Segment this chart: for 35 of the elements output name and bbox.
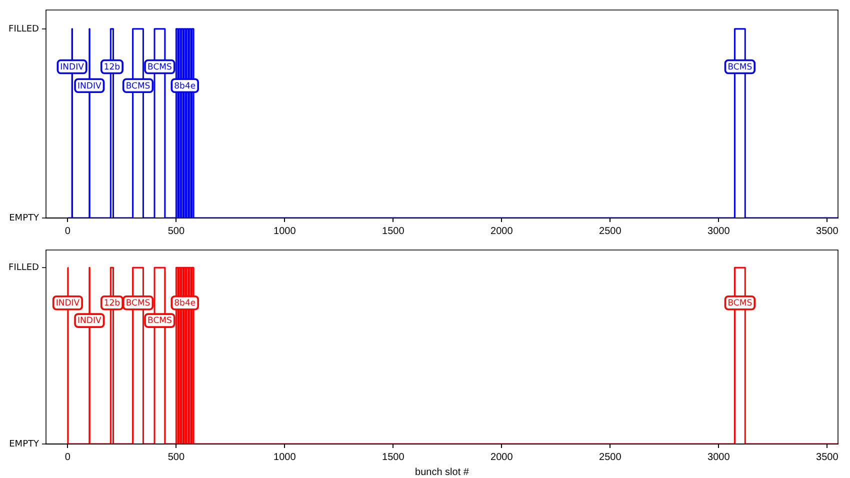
x-tick-label: 3000 <box>708 226 730 237</box>
x-tick-label: 3500 <box>816 226 839 237</box>
x-tick-label: 1500 <box>382 226 405 237</box>
annotation: INDIV <box>56 298 80 309</box>
x-tick-label: 1000 <box>274 226 296 237</box>
x-tick-label: 500 <box>168 226 185 237</box>
x-tick-label: 0 <box>64 452 71 463</box>
annotation: 12b <box>104 298 120 309</box>
annotation: BCMS <box>148 62 172 72</box>
annotation: BCMS <box>728 62 752 72</box>
x-tick-label: 1000 <box>274 452 296 463</box>
x-tick-label: 2500 <box>599 452 622 463</box>
x-tick-label: 1500 <box>382 452 405 463</box>
annotation: 8b4e <box>174 298 196 309</box>
x-tick-label: 3500 <box>816 452 839 463</box>
annotation: INDIV <box>60 62 84 72</box>
annotation: BCMS <box>148 316 172 326</box>
x-axis-title: bunch slot # <box>415 466 470 478</box>
x-tick-label: 2500 <box>599 226 622 237</box>
text: EMPTY <box>9 213 40 224</box>
x-tick-label: 500 <box>168 452 185 463</box>
annotation: BCMS <box>126 298 150 309</box>
x-tick-label: 3000 <box>708 452 730 463</box>
annotation: 12b <box>104 62 120 72</box>
annotation: BCMS <box>728 298 752 309</box>
annotation: BCMS <box>126 81 150 92</box>
x-tick-label: 0 <box>64 226 71 237</box>
annotation: INDIV <box>78 81 102 92</box>
text: FILLED <box>8 262 40 273</box>
annotation: INDIV <box>78 316 102 326</box>
x-tick-label: 2000 <box>490 226 514 237</box>
text: FILLED <box>8 24 40 34</box>
text: EMPTY <box>9 439 40 450</box>
x-tick-label: 2000 <box>490 452 514 463</box>
annotation: 8b4e <box>174 81 196 92</box>
